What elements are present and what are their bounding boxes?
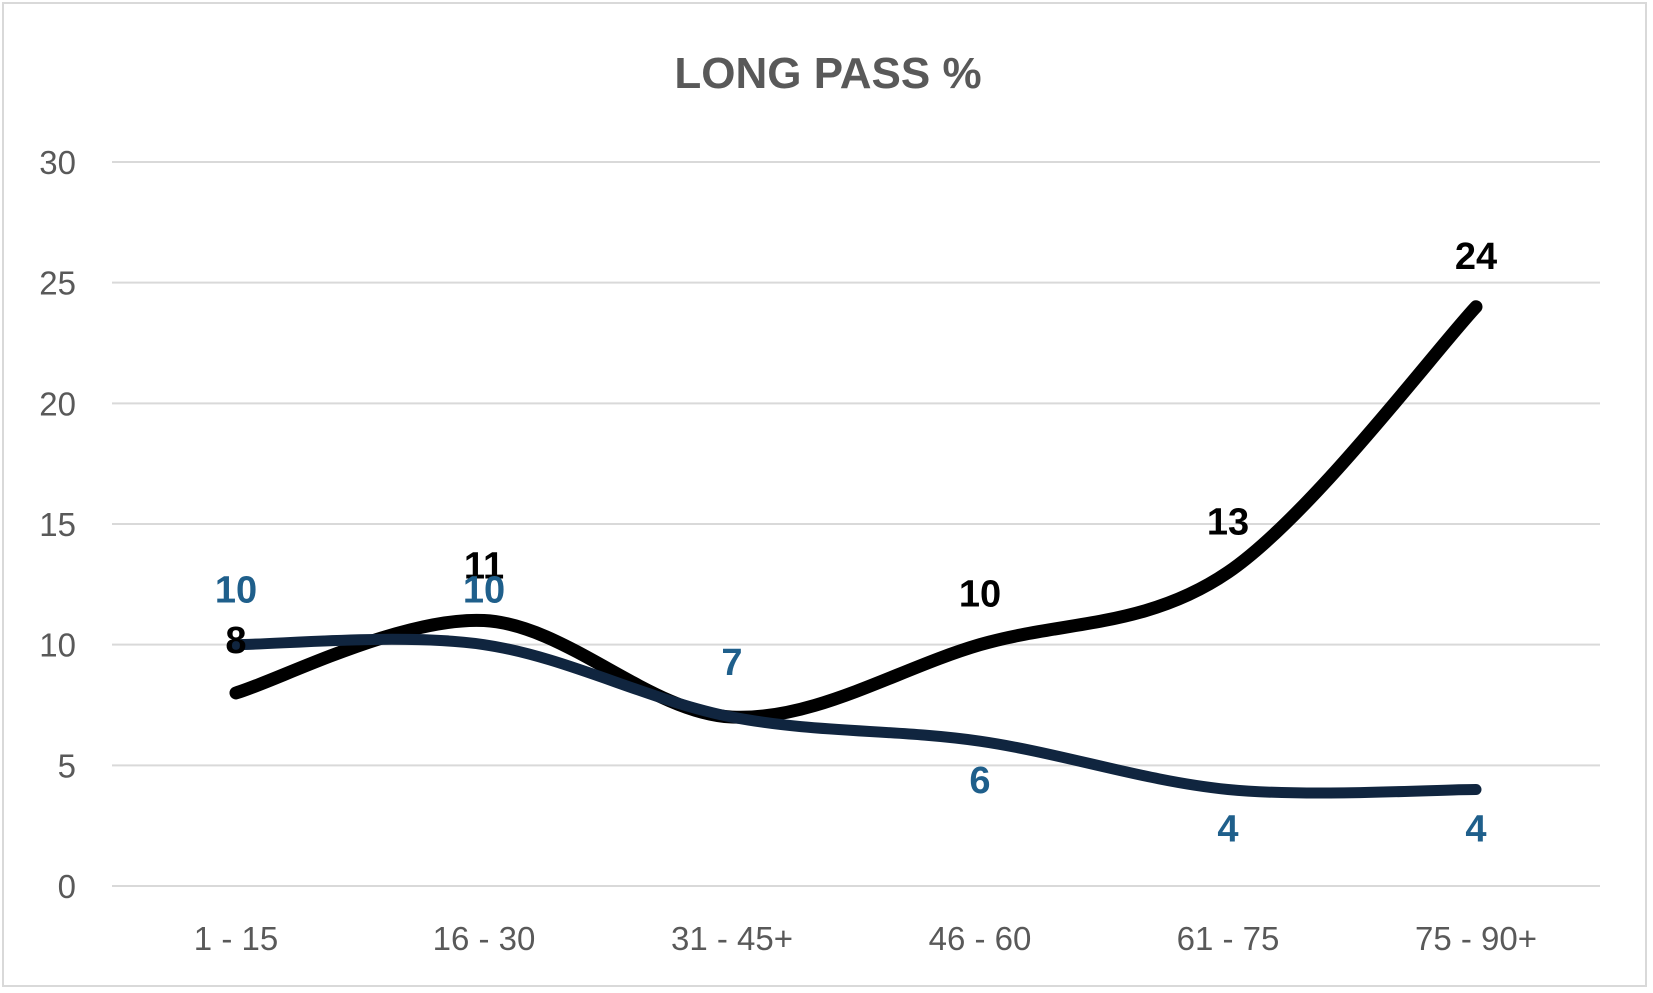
y-tick-label: 5: [58, 747, 76, 784]
x-tick-label: 16 - 30: [433, 920, 536, 957]
data-label-series-2: 4: [1465, 808, 1486, 850]
chart-title: LONG PASS %: [674, 49, 981, 98]
y-tick-label: 10: [39, 627, 76, 664]
data-label-series-2: 10: [463, 570, 505, 612]
y-tick-label: 30: [39, 144, 76, 181]
x-axis-ticks: 1 - 15 16 - 30 31 - 45+ 46 - 60 61 - 75 75 - …: [194, 920, 1537, 957]
data-label-series-1: 24: [1455, 236, 1497, 278]
data-label-series-1: 10: [959, 574, 1001, 616]
series-line-2: [230, 633, 1482, 799]
data-label-series-1: 8: [225, 620, 246, 662]
y-axis-ticks: 0 5 10 15 20 25 30: [39, 144, 76, 905]
data-label-series-2: 6: [969, 760, 990, 802]
x-tick-label: 1 - 15: [194, 920, 278, 957]
data-label-series-2: 7: [721, 642, 742, 684]
series-lines: [229, 300, 1483, 799]
series-line-1: [229, 300, 1483, 724]
y-tick-label: 25: [39, 265, 76, 302]
y-tick-label: 20: [39, 385, 76, 422]
y-tick-label: 15: [39, 506, 76, 543]
x-tick-label: 46 - 60: [929, 920, 1032, 957]
x-tick-label: 31 - 45+: [671, 920, 793, 957]
gridlines: [112, 161, 1600, 887]
y-tick-label: 0: [58, 868, 76, 905]
data-label-series-1: 11: [464, 546, 504, 588]
data-label-series-2: 4: [1217, 808, 1238, 850]
data-label-series-1: 13: [1207, 501, 1249, 543]
x-tick-label: 75 - 90+: [1415, 920, 1537, 957]
line-chart: LONG PASS % 0 5 10 15 20 25 30 1 - 15 16 - 30 31…: [39, 49, 1600, 957]
x-tick-label: 61 - 75: [1177, 920, 1280, 957]
data-label-series-2: 10: [215, 570, 257, 612]
